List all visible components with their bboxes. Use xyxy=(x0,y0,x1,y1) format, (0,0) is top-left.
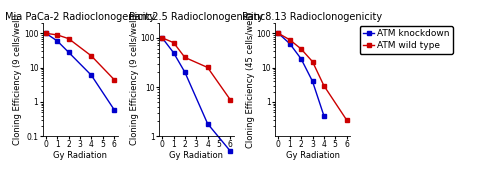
ATM knockdown xyxy=(310,80,316,82)
Y-axis label: Cloning Efficiency (9 cells/well): Cloning Efficiency (9 cells/well) xyxy=(14,14,22,145)
Line: ATM wild type: ATM wild type xyxy=(160,35,233,102)
ATM wild type xyxy=(204,66,210,68)
Line: ATM wild type: ATM wild type xyxy=(276,31,349,122)
ATM wild type xyxy=(54,34,60,36)
Line: ATM knockdown: ATM knockdown xyxy=(160,35,233,153)
ATM wild type xyxy=(321,85,327,87)
ATM wild type xyxy=(111,78,117,81)
ATM knockdown xyxy=(228,150,234,152)
Title: Panc2.5 Radioclonogenicity: Panc2.5 Radioclonogenicity xyxy=(129,12,264,22)
Line: ATM knockdown: ATM knockdown xyxy=(44,31,117,112)
ATM knockdown xyxy=(182,71,188,73)
ATM wild type xyxy=(170,42,176,44)
ATM knockdown xyxy=(111,109,117,111)
ATM knockdown xyxy=(287,43,293,45)
ATM wild type xyxy=(43,32,49,34)
ATM knockdown xyxy=(204,123,210,125)
ATM knockdown xyxy=(298,58,304,60)
ATM knockdown xyxy=(170,52,176,54)
ATM knockdown xyxy=(66,51,71,53)
ATM wild type xyxy=(310,61,316,63)
X-axis label: Gy Radiation: Gy Radiation xyxy=(53,151,107,160)
ATM wild type xyxy=(182,56,188,58)
Line: ATM knockdown: ATM knockdown xyxy=(276,31,326,118)
ATM knockdown xyxy=(159,37,165,39)
ATM knockdown xyxy=(88,74,94,76)
ATM wild type xyxy=(298,48,304,50)
X-axis label: Gy Radiation: Gy Radiation xyxy=(170,151,224,160)
Line: ATM wild type: ATM wild type xyxy=(44,31,117,82)
ATM wild type xyxy=(88,55,94,57)
ATM wild type xyxy=(228,99,234,101)
Title: Panc8.13 Radioclonogenicity: Panc8.13 Radioclonogenicity xyxy=(242,12,382,22)
ATM knockdown xyxy=(54,40,60,42)
X-axis label: Gy Radiation: Gy Radiation xyxy=(286,151,340,160)
ATM wild type xyxy=(344,119,349,121)
ATM knockdown xyxy=(276,32,281,34)
Y-axis label: Cloning Efficiency (9 cells/well): Cloning Efficiency (9 cells/well) xyxy=(130,14,138,145)
Title: Mia PaCa-2 Radioclonogenicity: Mia PaCa-2 Radioclonogenicity xyxy=(5,12,155,22)
ATM wild type xyxy=(159,37,165,39)
ATM knockdown xyxy=(43,32,49,34)
ATM knockdown xyxy=(321,115,327,117)
ATM wild type xyxy=(287,39,293,41)
ATM wild type xyxy=(66,38,71,40)
ATM wild type xyxy=(276,32,281,34)
Legend: ATM knockdown, ATM wild type: ATM knockdown, ATM wild type xyxy=(360,26,453,54)
Y-axis label: Cloning Efficiency (45 cells/well): Cloning Efficiency (45 cells/well) xyxy=(246,12,255,148)
